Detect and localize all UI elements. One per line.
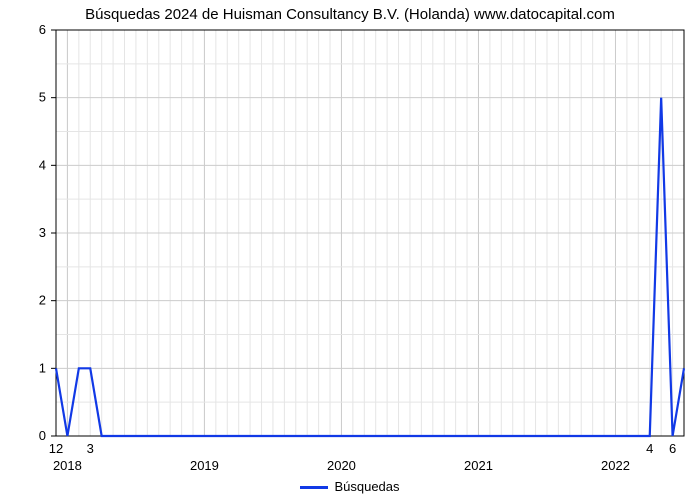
y-tick-label: 1 — [39, 360, 46, 375]
x-month-label: 4 — [646, 441, 653, 456]
y-tick-label: 5 — [39, 90, 46, 105]
x-month-label: 3 — [87, 441, 94, 456]
x-month-label: 12 — [49, 441, 63, 456]
x-year-label: 2018 — [53, 458, 82, 473]
chart-svg: 01234562018201920202021202212346 — [0, 0, 700, 500]
x-month-label: 6 — [669, 441, 676, 456]
legend-label: Búsquedas — [334, 479, 399, 494]
chart-title: Búsquedas 2024 de Huisman Consultancy B.… — [0, 6, 700, 23]
y-tick-label: 2 — [39, 293, 46, 308]
legend-swatch — [300, 486, 328, 489]
x-year-label: 2021 — [464, 458, 493, 473]
y-tick-label: 0 — [39, 428, 46, 443]
y-tick-label: 3 — [39, 225, 46, 240]
legend: Búsquedas — [0, 479, 700, 494]
x-year-label: 2020 — [327, 458, 356, 473]
y-tick-label: 6 — [39, 22, 46, 37]
y-tick-label: 4 — [39, 157, 46, 172]
x-year-label: 2022 — [601, 458, 630, 473]
x-year-label: 2019 — [190, 458, 219, 473]
chart-container: Búsquedas 2024 de Huisman Consultancy B.… — [0, 0, 700, 500]
